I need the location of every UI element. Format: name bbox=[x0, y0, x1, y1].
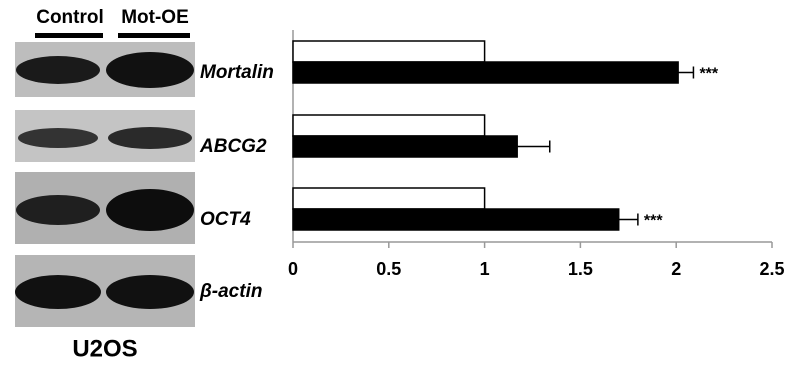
error-bar bbox=[517, 141, 550, 153]
bar bbox=[293, 136, 517, 157]
band bbox=[106, 52, 194, 88]
x-tick-label: 2 bbox=[671, 259, 681, 279]
bar bbox=[293, 41, 485, 62]
significance-label: *** bbox=[644, 213, 663, 230]
bar bbox=[293, 62, 678, 83]
x-tick-label: 1.5 bbox=[568, 259, 593, 279]
row-label: β-actin bbox=[199, 281, 262, 302]
figure: Control Mot-OE β-actin U2OS 0 0.5 1 1.5 2 2.5… bbox=[0, 0, 795, 366]
lane-bar bbox=[35, 33, 103, 38]
x-tick-label: 0 bbox=[288, 259, 298, 279]
error-bar bbox=[619, 214, 638, 226]
lane-bar bbox=[118, 33, 190, 38]
error-bar bbox=[678, 67, 693, 79]
band bbox=[16, 56, 100, 84]
lane-label: Control bbox=[36, 7, 104, 28]
x-tick-label: 2.5 bbox=[759, 259, 784, 279]
category-label: Mortalin bbox=[200, 62, 274, 83]
band bbox=[15, 275, 101, 309]
band bbox=[16, 195, 100, 225]
bar bbox=[293, 188, 485, 209]
cell-line-label: U2OS bbox=[72, 335, 137, 362]
band bbox=[106, 189, 194, 231]
blot-panel: Control Mot-OE β-actin U2OS bbox=[15, 7, 262, 362]
band bbox=[106, 275, 194, 309]
x-tick-label: 1 bbox=[480, 259, 490, 279]
band bbox=[18, 128, 98, 148]
bar bbox=[293, 115, 485, 136]
category-label: ABCG2 bbox=[199, 136, 267, 157]
band bbox=[108, 127, 192, 149]
lane-label: Mot-OE bbox=[121, 7, 189, 28]
x-tick-label: 0.5 bbox=[376, 259, 401, 279]
significance-label: *** bbox=[699, 66, 718, 83]
bar bbox=[293, 209, 619, 230]
category-label: OCT4 bbox=[200, 209, 251, 230]
